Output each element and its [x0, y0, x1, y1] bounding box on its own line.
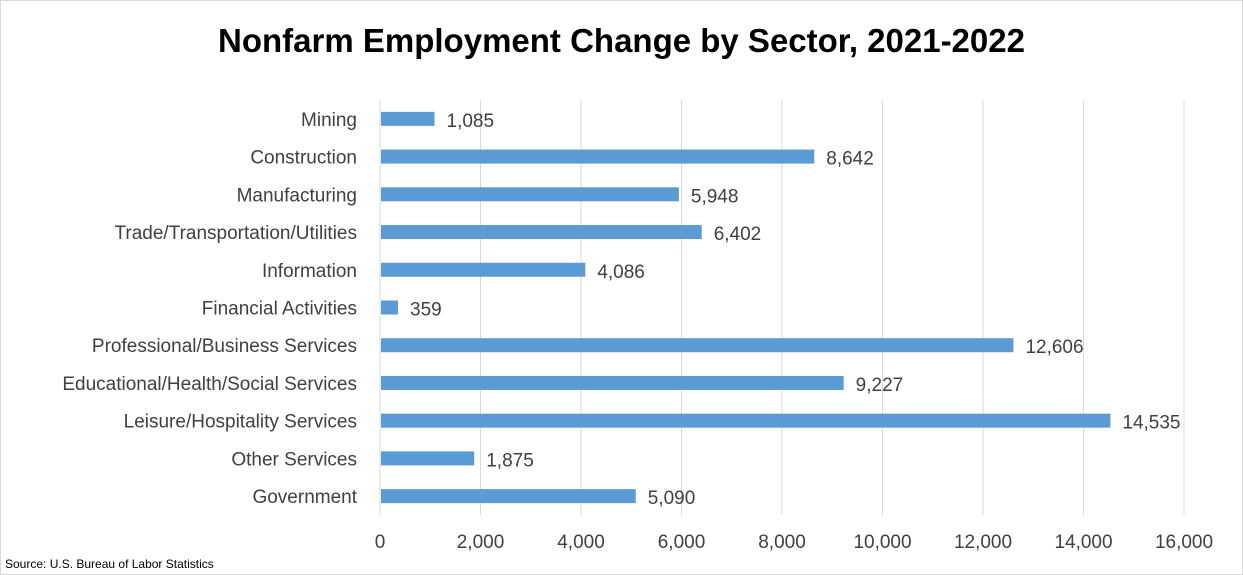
x-tick-label: 12,000 — [954, 532, 1012, 553]
data-label: 6,402 — [714, 224, 762, 245]
x-tick-label: 10,000 — [853, 532, 911, 553]
bar — [381, 111, 435, 126]
bar — [381, 451, 475, 466]
x-tick-label: 14,000 — [1054, 532, 1112, 553]
bar — [381, 187, 679, 202]
category-label: Educational/Health/Social Services — [62, 374, 357, 395]
x-tick-label: 0 — [375, 532, 386, 553]
category-label: Government — [252, 487, 357, 508]
data-label: 5,948 — [691, 186, 739, 207]
category-label: Information — [262, 261, 357, 282]
data-label: 5,090 — [648, 488, 696, 509]
x-tick-label: 8,000 — [758, 532, 806, 553]
bar — [381, 489, 636, 504]
category-label: Leisure/Hospitality Services — [124, 412, 357, 433]
data-label: 9,227 — [856, 375, 904, 396]
category-label: Professional/Business Services — [92, 336, 357, 357]
source-note: Source: U.S. Bureau of Labor Statistics — [5, 557, 214, 571]
data-label: 1,085 — [447, 111, 495, 132]
bar — [381, 262, 586, 277]
category-label: Construction — [250, 148, 357, 169]
data-label: 4,086 — [597, 262, 645, 283]
data-label: 359 — [410, 300, 442, 321]
data-label: 12,606 — [1025, 337, 1083, 358]
x-tick-label: 4,000 — [557, 532, 605, 553]
data-label: 1,875 — [486, 450, 534, 471]
x-tick-label: 2,000 — [457, 532, 505, 553]
bar — [381, 375, 844, 390]
category-label: Financial Activities — [202, 299, 357, 320]
data-label: 8,642 — [826, 149, 874, 170]
category-label: Other Services — [231, 449, 357, 470]
data-label: 14,535 — [1122, 413, 1180, 434]
bar — [381, 225, 702, 240]
bar — [381, 149, 815, 164]
category-label: Manufacturing — [237, 185, 357, 206]
bar — [381, 300, 399, 315]
chart-title: Nonfarm Employment Change by Sector, 202… — [218, 22, 1025, 59]
bar — [381, 338, 1014, 353]
x-tick-label: 6,000 — [658, 532, 706, 553]
category-label: Trade/Transportation/Utilities — [114, 223, 357, 244]
category-label: Mining — [301, 110, 357, 131]
x-tick-label: 16,000 — [1155, 532, 1213, 553]
bar — [381, 413, 1111, 428]
